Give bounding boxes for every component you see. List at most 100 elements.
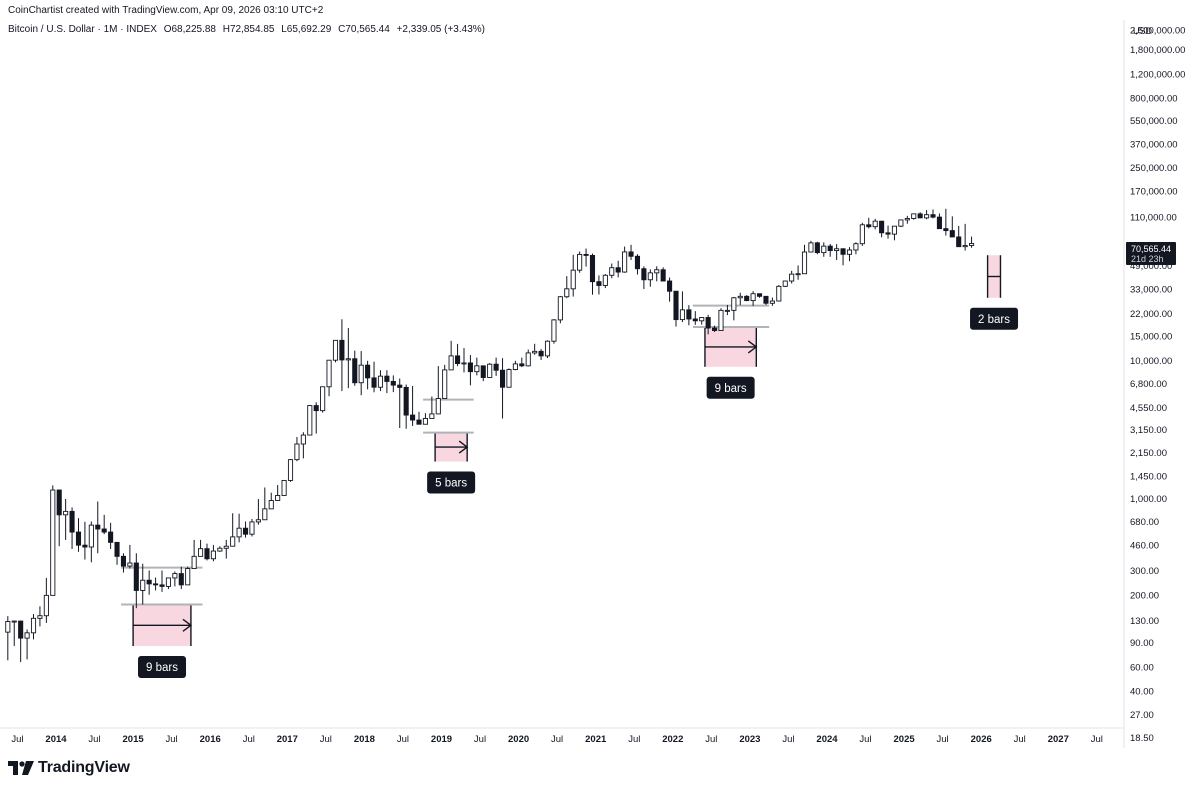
bars-count-label: 9 bars	[715, 383, 747, 395]
candle-body	[647, 272, 653, 281]
price-tick-label: 680.00	[1130, 517, 1159, 528]
candle-body	[127, 562, 133, 567]
candle-body	[589, 254, 596, 283]
candle	[37, 606, 43, 627]
time-tick-label: Jul	[551, 734, 563, 745]
candle	[339, 319, 345, 392]
candle	[127, 544, 133, 569]
candle	[287, 459, 294, 482]
candle	[281, 479, 287, 496]
candle	[275, 485, 281, 501]
candle	[512, 360, 518, 371]
candle	[365, 360, 371, 390]
candle-body	[287, 459, 294, 481]
candle-body	[924, 214, 930, 219]
candle-body	[108, 531, 114, 543]
time-tick-label: 2026	[971, 734, 992, 745]
candle-body	[943, 228, 949, 232]
candle-body	[891, 225, 898, 235]
candle-body	[390, 380, 396, 386]
candle-body	[5, 621, 11, 633]
candle	[705, 314, 711, 335]
candle-body	[345, 358, 351, 361]
legend-open: O68,225.88	[163, 24, 216, 35]
time-axis[interactable]: Jul 2014 Jul 2015 Jul 2016 Jul 2017 Jul 2018 Jul 20…	[11, 734, 1102, 745]
candle-body	[178, 573, 184, 586]
candle	[255, 499, 261, 525]
candle	[493, 357, 499, 376]
candle-body	[737, 295, 743, 299]
candle	[789, 270, 795, 284]
candle	[943, 208, 949, 236]
candle-body	[692, 318, 698, 322]
candle-body	[397, 384, 403, 388]
time-tick-label: Jul	[320, 734, 332, 745]
candle	[474, 357, 480, 376]
candle-body	[159, 584, 165, 587]
candle-body	[185, 568, 191, 586]
price-tick-label: 2,150.00	[1130, 448, 1167, 459]
candle-body	[82, 544, 88, 548]
candle	[654, 266, 660, 282]
candle	[384, 370, 390, 394]
candle	[551, 319, 557, 344]
candle-body	[596, 281, 602, 286]
candle	[204, 543, 210, 561]
candle	[641, 266, 647, 290]
candle-body	[911, 213, 917, 219]
candle-body	[718, 309, 724, 331]
legend-close: C70,565.44	[338, 24, 390, 35]
brand-name: TradingView	[38, 759, 130, 776]
candle-body	[442, 369, 448, 399]
candle	[660, 267, 666, 282]
price-chart[interactable]: 9 bars 5 bars 9 bars 2 bars 2,500,000.00 1,8…	[0, 0, 1200, 760]
time-tick-label: 2020	[508, 734, 529, 745]
tradingview-logo[interactable]: TradingView	[8, 759, 130, 777]
candle-body	[416, 419, 422, 425]
time-tick-label: Jul	[243, 734, 255, 745]
duration-arrow-head	[182, 618, 193, 632]
candle	[750, 291, 756, 306]
symbol-name[interactable]: Bitcoin / U.S. Dollar · 1M · INDEX	[8, 24, 157, 35]
time-tick-label: 2023	[739, 734, 760, 745]
candle-body	[731, 297, 737, 311]
candle-body	[866, 224, 872, 228]
candle	[11, 620, 17, 647]
legend-low: L65,692.29	[281, 24, 332, 35]
price-tick-label: 27.00	[1130, 710, 1154, 721]
bars-count-label: 2 bars	[978, 314, 1010, 326]
time-tick-label: Jul	[166, 734, 178, 745]
time-tick-label: 2024	[816, 734, 838, 745]
candle	[718, 308, 724, 331]
time-tick-label: Jul	[628, 734, 640, 745]
candle-body	[538, 350, 544, 357]
candle	[217, 546, 223, 552]
candle-body	[969, 243, 975, 246]
candle-body	[429, 413, 435, 419]
bars-count-label-bg	[427, 471, 476, 494]
candle	[538, 349, 544, 360]
candle-body	[275, 495, 281, 501]
candle	[821, 242, 827, 257]
candle-body	[435, 398, 441, 415]
candle-body	[24, 632, 30, 639]
time-tick-label: Jul	[397, 734, 409, 745]
bars-count-label-bg	[706, 376, 755, 399]
candle	[930, 209, 936, 219]
candle	[313, 402, 319, 434]
candle-body	[493, 363, 499, 371]
candle-body	[936, 216, 942, 230]
candle	[191, 539, 197, 569]
candle-body	[358, 364, 364, 384]
candle	[159, 570, 165, 592]
candle-body	[499, 369, 506, 388]
candle-body	[667, 280, 673, 292]
price-tick-label: 49,000.00	[1130, 261, 1172, 272]
annotations-layer	[121, 255, 1002, 647]
candle	[236, 513, 242, 543]
candle	[859, 222, 865, 246]
candle	[442, 364, 448, 399]
price-axis[interactable]: 2,500,000.00 1,800,000.00 1,200,000.00 800,…	[1130, 25, 1185, 744]
candle-body	[467, 362, 473, 373]
candle	[435, 366, 441, 415]
